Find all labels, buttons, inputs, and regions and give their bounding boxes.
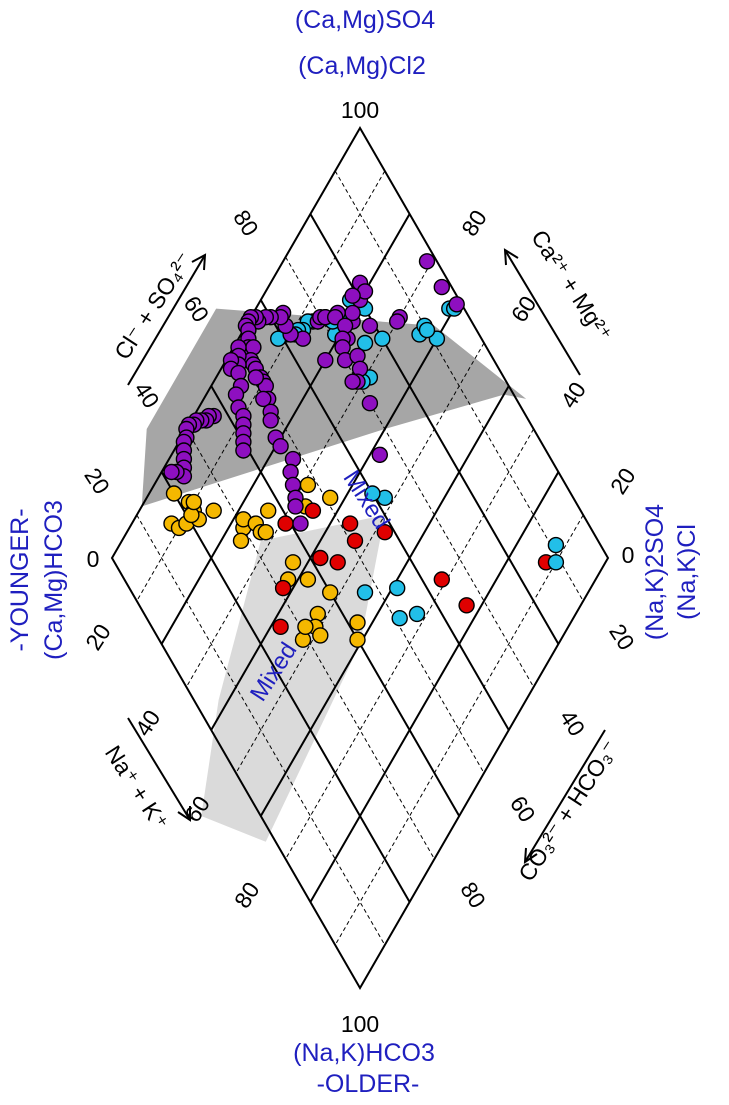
data-point-cyan [547,536,565,554]
axis-title-lower-left: Na⁺ + K⁺ [100,741,174,835]
arrow-lower-left [127,717,191,822]
right-label-nak-cl: (Na,K)Cl [673,524,701,620]
tick-upper-left: 80 [228,205,264,241]
data-point-purple [317,352,334,369]
right-value: 0 [622,542,635,568]
data-point-red [458,597,475,614]
arrow-upper-left [127,253,207,386]
data-point-purple [235,442,252,459]
data-point-yellow [297,618,314,635]
data-point-purple [433,278,450,296]
data-point-purple [292,515,309,532]
bottom-label-older: -OLDER- [317,1070,420,1098]
tick-lower-right: 40 [555,705,591,741]
data-point-cyan [391,610,408,627]
data-point-yellow [165,485,183,502]
tick-upper-right: 40 [555,377,591,413]
grid-line [259,385,510,817]
data-point-yellow [322,489,339,506]
tick-upper-left: 20 [79,463,115,499]
data-point-cyan [356,334,374,352]
grid-line [285,428,535,860]
data-point-yellow [349,614,366,631]
grid-line [185,428,435,860]
grid-line [160,471,411,903]
data-point-purple [287,498,304,515]
top-label-sulfate: (Ca,Mg)SO4 [295,6,435,34]
axis-title-upper-right: Ca²⁺ + Mg²⁺ [526,225,617,346]
tick-lower-left: 40 [130,705,166,741]
data-point-purple [255,390,272,408]
data-point-red [312,549,329,567]
tick-upper-right: 20 [605,463,641,499]
zone-light [201,515,385,842]
data-point-purple [344,287,361,304]
grid-line [235,342,485,774]
tick-lower-left: 20 [80,619,116,655]
data-point-red [341,515,359,532]
data-point-yellow [205,502,222,519]
data-point-purple [272,438,289,455]
data-point-purple [418,253,436,270]
grid-line [210,385,461,817]
data-point-red [376,524,393,541]
data-point-purple [371,446,388,463]
tick-upper-right: 60 [506,291,542,327]
top-label-chloride: (Ca,Mg)Cl2 [298,52,426,80]
data-point-red [329,554,346,571]
arrow-lower-right [523,729,606,864]
data-point-purple [389,313,406,330]
data-point-yellow [284,554,302,571]
data-point-yellow [260,502,277,519]
data-point-cyan [389,579,406,597]
data-point-cyan [356,584,374,601]
right-label-nak-so4: (Na,K)2SO4 [641,504,669,640]
left-label-camg-hco3: (Ca,Mg)HCO3 [40,500,68,660]
arrow-upper-right [503,248,581,376]
data-point-red [346,532,364,549]
data-point-purple [448,296,465,313]
data-point-red [433,571,450,588]
tick-lower-left: 80 [229,877,265,913]
tick-lower-right: 80 [455,877,491,913]
data-point-purple [344,373,361,390]
data-point-red [272,618,289,635]
data-point-cyan [418,321,436,339]
data-point-purple [361,395,379,412]
data-point-red [274,579,292,597]
tick-lower-right: 60 [505,791,541,827]
data-point-red [277,515,294,532]
data-point-cyan [408,605,426,623]
data-point-red [304,502,322,519]
data-point-purple [163,463,180,481]
data-point-yellow [185,493,203,511]
data-point-purple [262,412,279,429]
bottom-label-bicarbonate: (Na,K)HCO3 [293,1039,435,1067]
tick-upper-right: 80 [456,205,492,241]
data-point-yellow [232,532,250,549]
grid-line [309,471,560,903]
zones-layer [141,308,527,842]
data-point-yellow [312,627,329,644]
data-point-yellow [349,631,366,648]
tick-lower-right: 20 [604,619,640,655]
points-layer [163,253,565,648]
left-value: 0 [87,546,100,572]
data-point-purple [361,317,379,334]
bottom-value: 100 [341,1011,379,1037]
grid-line [334,514,584,946]
left-label-younger: -YOUNGER- [6,508,34,651]
data-point-cyan [547,554,565,571]
data-point-yellow [299,476,317,494]
grid-line [136,514,386,946]
data-point-cyan [374,330,391,347]
data-point-cyan [364,485,381,502]
data-point-yellow [299,571,317,588]
data-point-purple [247,369,265,386]
data-point-yellow [257,524,274,541]
top-value: 100 [341,97,379,123]
data-point-yellow [322,584,339,601]
